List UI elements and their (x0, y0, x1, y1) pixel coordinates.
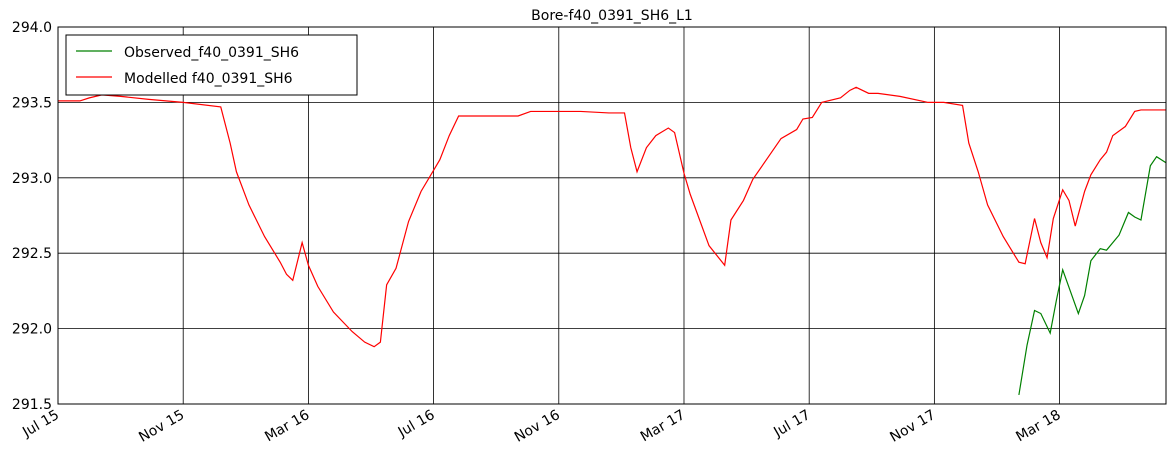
y-tick-label: 292.0 (12, 322, 52, 338)
y-tick-label: 291.5 (12, 397, 52, 413)
chart-title: Bore-f40_0391_SH6_L1 (531, 8, 693, 24)
x-tick-label: Mar 18 (1013, 407, 1063, 445)
x-tick-label: Jul 16 (395, 407, 438, 441)
y-tick-label: 293.5 (12, 95, 52, 111)
legend-box (65, 34, 358, 96)
x-tick-label: Mar 16 (262, 407, 312, 445)
data-line (1018, 155, 1167, 396)
plot-frame (57, 26, 1167, 405)
x-tick-label: Nov 15 (136, 407, 187, 446)
x-tick-label: Nov 17 (887, 407, 938, 446)
y-tick-label: 293.0 (12, 171, 52, 187)
y-tick-label: 292.5 (12, 246, 52, 262)
x-tick-label: Mar 17 (638, 407, 688, 445)
data-line (58, 86, 1166, 348)
legend-label: Observed_f40_0391_SH6 (124, 45, 299, 61)
y-tick-label: 294.0 (12, 20, 52, 36)
legend-label: Modelled f40_0391_SH6 (124, 71, 293, 87)
legend: Observed_f40_0391_SH6 Modelled f40_0391_S… (65, 34, 358, 96)
x-tick-label: Nov 16 (512, 407, 563, 446)
x-tick-label: Jul 17 (770, 407, 813, 441)
